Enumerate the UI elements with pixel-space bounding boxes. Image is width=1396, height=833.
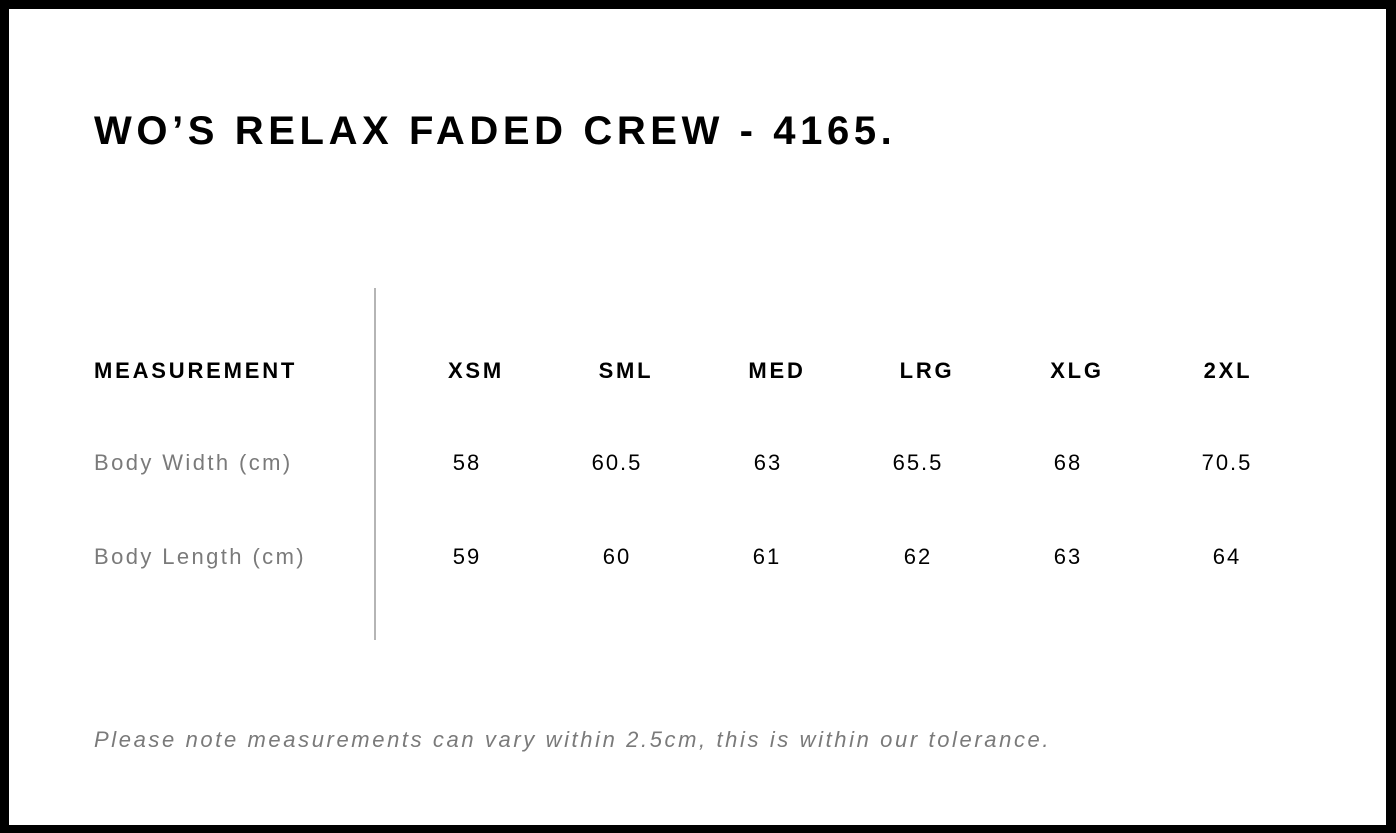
column-divider bbox=[374, 288, 376, 640]
size-header-1: SML bbox=[598, 358, 654, 383]
table-cell: 61 bbox=[752, 544, 782, 569]
table-cell: 60 bbox=[602, 544, 632, 569]
page-title: WO’S RELAX FADED CREW - 4165. bbox=[94, 109, 897, 153]
table-cell: 68 bbox=[1053, 450, 1083, 475]
table-cell: 63 bbox=[1053, 544, 1083, 569]
table-cell: 60.5 bbox=[591, 450, 643, 475]
tolerance-note: Please note measurements can vary within… bbox=[94, 727, 1052, 752]
measurement-header: MEASUREMENT bbox=[94, 358, 298, 383]
size-header-3: LRG bbox=[899, 358, 955, 383]
size-header-2: MED bbox=[748, 358, 806, 383]
table-cell: 64 bbox=[1212, 544, 1242, 569]
table-cell: 65.5 bbox=[892, 450, 944, 475]
size-header-4: XLG bbox=[1050, 358, 1104, 383]
table-cell: 59 bbox=[452, 544, 482, 569]
row-label-body-length: Body Length (cm) bbox=[94, 544, 307, 569]
size-header-0: XSM bbox=[447, 358, 505, 383]
table-cell: 63 bbox=[753, 450, 783, 475]
table-cell: 58 bbox=[452, 450, 482, 475]
table-cell: 70.5 bbox=[1201, 450, 1253, 475]
row-label-body-width: Body Width (cm) bbox=[94, 450, 293, 475]
table-cell: 62 bbox=[903, 544, 933, 569]
size-header-5: 2XL bbox=[1203, 358, 1253, 383]
size-chart-card: WO’S RELAX FADED CREW - 4165. MEASUREMEN… bbox=[9, 9, 1386, 825]
